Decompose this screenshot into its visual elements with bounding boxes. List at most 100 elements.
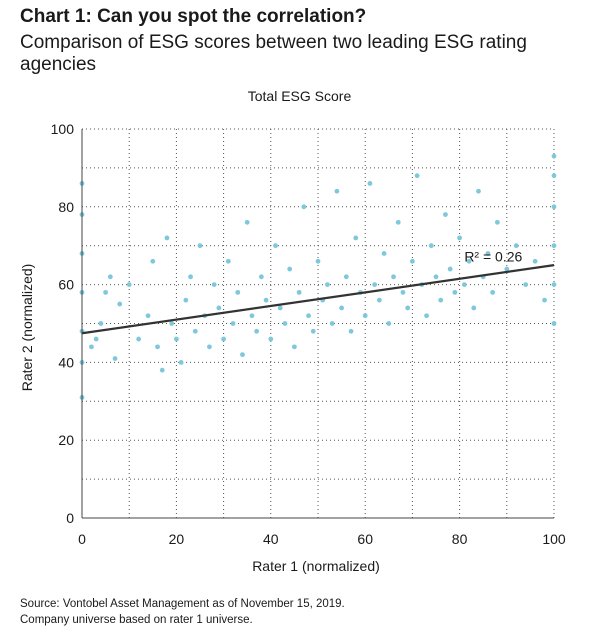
data-point — [107, 274, 113, 280]
data-point — [211, 282, 217, 287]
data-point — [306, 313, 311, 319]
data-point — [485, 251, 491, 256]
data-point — [381, 251, 387, 256]
x-tick-label: 20 — [169, 531, 185, 547]
data-point — [504, 266, 510, 272]
data-point — [424, 313, 429, 319]
data-point — [551, 243, 557, 249]
data-point — [126, 282, 132, 287]
y-tick-label: 20 — [58, 432, 74, 448]
data-point — [178, 360, 184, 365]
data-point — [301, 204, 307, 210]
y-tick-label: 0 — [66, 510, 74, 526]
data-point — [414, 173, 420, 179]
data-point — [490, 289, 496, 295]
data-point — [263, 297, 269, 303]
data-point — [428, 243, 434, 249]
data-point — [287, 266, 293, 272]
data-point — [89, 344, 94, 350]
data-point — [372, 282, 378, 287]
points-layer — [79, 153, 557, 400]
data-point — [174, 336, 179, 342]
data-point — [164, 235, 170, 241]
data-point — [277, 305, 283, 311]
x-axis-title: Rater 1 (normalized) — [252, 558, 380, 574]
data-point — [452, 289, 458, 295]
data-point — [310, 328, 316, 334]
data-point — [207, 344, 212, 350]
x-tick-label: 80 — [452, 531, 468, 547]
data-point — [395, 219, 401, 225]
data-point — [471, 305, 477, 311]
data-point — [225, 258, 231, 264]
data-point — [476, 188, 481, 194]
data-point — [315, 258, 321, 264]
data-point — [117, 301, 123, 307]
y-tick-label: 40 — [58, 354, 74, 370]
x-tick-label: 40 — [263, 531, 279, 547]
data-point — [221, 336, 227, 342]
data-point — [240, 352, 245, 358]
data-point — [230, 321, 236, 326]
x-tick-label: 60 — [357, 531, 373, 547]
axis-layer: 0 20 40 60 80 100 0 20 40 60 80 100 Rater 1 (normali… — [19, 121, 566, 574]
data-point — [268, 336, 274, 342]
y-tick-label: 60 — [58, 277, 74, 293]
data-point — [367, 181, 373, 186]
data-point — [494, 219, 500, 225]
data-point — [334, 188, 340, 194]
data-point — [405, 305, 411, 311]
data-point — [348, 328, 354, 334]
data-point — [343, 274, 349, 280]
source-line-2: Company universe based on rater 1 univer… — [20, 614, 253, 626]
data-point — [150, 258, 156, 264]
data-point — [98, 321, 104, 326]
data-point — [386, 321, 392, 326]
data-point — [551, 204, 557, 210]
data-point — [513, 243, 519, 249]
data-point — [551, 173, 557, 179]
data-point — [325, 282, 330, 287]
data-point — [188, 274, 193, 280]
data-point — [155, 344, 160, 350]
data-point — [169, 321, 175, 326]
data-point — [136, 336, 142, 342]
chart-subtitle: Comparison of ESG scores between two lea… — [20, 32, 527, 75]
source-note: Source: Vontobel Asset Management as of … — [20, 596, 345, 628]
data-point — [433, 274, 439, 280]
y-axis-title: Rater 2 (normalized) — [19, 264, 35, 392]
data-point — [93, 336, 99, 342]
data-point — [391, 274, 396, 280]
data-point — [103, 289, 108, 295]
data-point — [258, 274, 264, 280]
data-point — [112, 356, 118, 361]
data-point — [551, 153, 557, 159]
data-point — [329, 321, 335, 326]
data-point — [410, 258, 415, 264]
data-point — [273, 243, 278, 249]
data-point — [244, 219, 250, 225]
data-point — [183, 297, 189, 303]
source-line-1: Source: Vontobel Asset Management as of … — [20, 598, 345, 610]
data-point — [353, 235, 359, 241]
y-tick-label: 80 — [58, 199, 74, 215]
data-point — [400, 289, 406, 295]
data-point — [542, 297, 547, 303]
data-point — [159, 367, 165, 373]
chart-title: Chart 1: Can you spot the correlation? — [20, 6, 367, 27]
data-point — [523, 282, 529, 287]
data-point — [145, 313, 151, 319]
data-point — [461, 282, 467, 287]
r-squared-label: R² = 0.26 — [464, 248, 522, 264]
data-point — [292, 344, 297, 350]
data-point — [438, 297, 444, 303]
data-point — [216, 305, 222, 311]
data-point — [376, 297, 382, 303]
data-point — [551, 282, 557, 287]
data-point — [254, 328, 260, 334]
data-point — [192, 328, 198, 334]
data-point — [197, 243, 203, 249]
x-tick-label: 0 — [78, 531, 86, 547]
x-tick-label: 100 — [542, 531, 566, 547]
